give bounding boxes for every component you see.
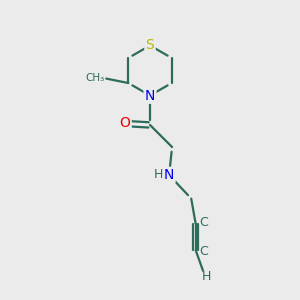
Text: CH₃: CH₃ bbox=[85, 73, 105, 83]
Text: O: O bbox=[119, 116, 130, 130]
Text: N: N bbox=[145, 88, 155, 103]
Text: H: H bbox=[154, 168, 164, 181]
Text: C: C bbox=[200, 245, 208, 258]
Text: S: S bbox=[146, 38, 154, 52]
Text: C: C bbox=[200, 216, 208, 229]
Text: H: H bbox=[201, 269, 211, 283]
Text: N: N bbox=[164, 168, 174, 182]
